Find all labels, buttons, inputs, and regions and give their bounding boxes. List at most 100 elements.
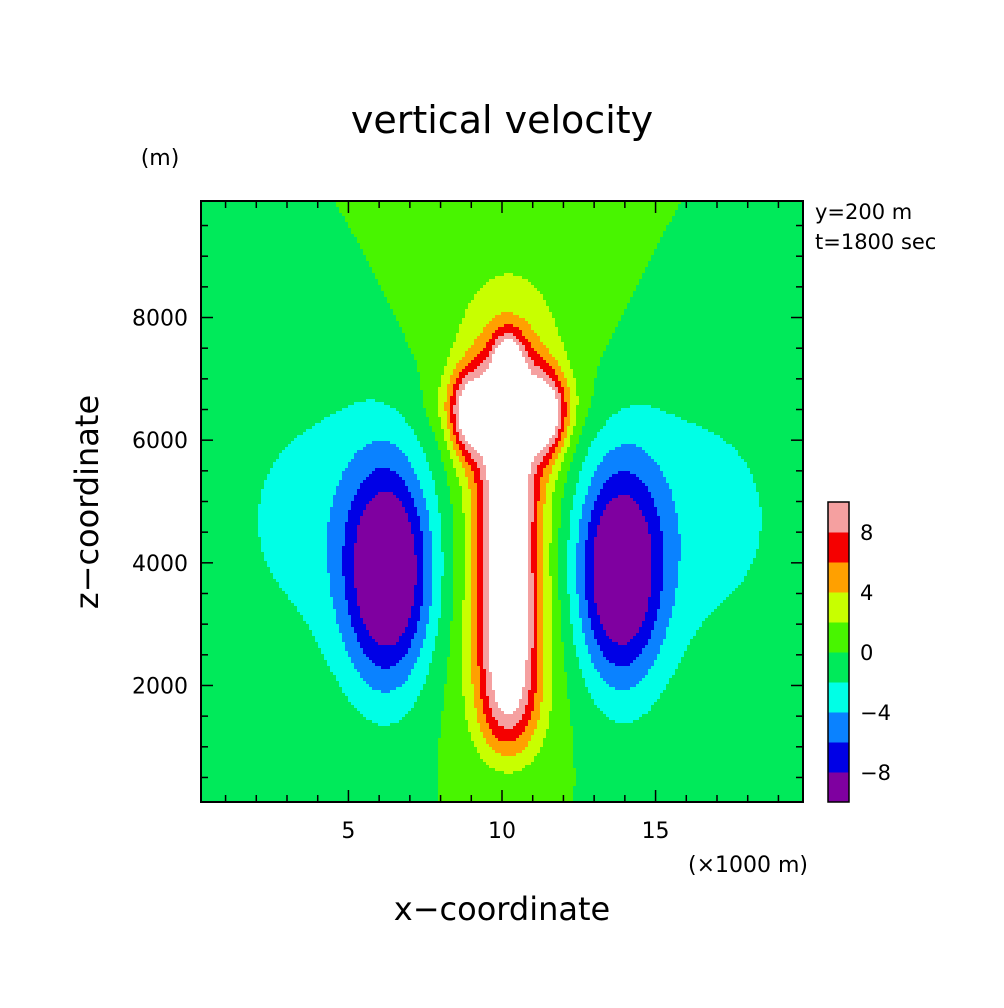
contour-cell (600, 648, 643, 652)
contour-cell (432, 660, 448, 664)
contour-cell (576, 780, 803, 784)
contour-cell (483, 498, 490, 502)
contour-cell (486, 471, 532, 475)
contour-cell (561, 396, 565, 400)
contour-cell (537, 573, 544, 577)
contour-cell (453, 519, 466, 523)
contour-cell (531, 540, 538, 544)
contour-cell (552, 516, 562, 520)
contour-cell (453, 549, 466, 553)
contour-cell (414, 705, 445, 709)
contour-cell (447, 447, 454, 451)
contour-cell (519, 699, 529, 703)
contour-cell (462, 600, 472, 604)
contour-cell (303, 432, 415, 436)
contour-cell (498, 723, 517, 727)
contour-cell (561, 393, 565, 397)
contour-cell (552, 495, 565, 499)
contour-cell (600, 357, 803, 361)
contour-cell (678, 666, 803, 670)
contour-cell (567, 567, 577, 571)
contour-cell (471, 615, 478, 619)
contour-cell (528, 567, 532, 571)
contour-cell (552, 705, 571, 709)
contour-cell (201, 276, 376, 280)
contour-cell (477, 651, 484, 655)
contour-cell (201, 603, 295, 607)
contour-cell (654, 504, 676, 508)
contour-cell (732, 591, 803, 595)
contour-cell (489, 495, 529, 499)
contour-cell (432, 564, 445, 568)
contour-cell (594, 507, 607, 511)
contour-cell (474, 297, 544, 301)
contour-cell (585, 564, 595, 568)
contour-cell (642, 648, 661, 652)
contour-cell (549, 477, 559, 481)
contour-cell (327, 555, 343, 559)
contour-cell (552, 378, 559, 382)
contour-cell (417, 624, 427, 628)
contour-cell (552, 534, 559, 538)
contour-cell (411, 492, 424, 496)
contour-cell (504, 711, 514, 715)
contour-cell (702, 621, 803, 625)
contour-cell (525, 669, 532, 673)
contour-cell (531, 462, 541, 466)
contour-cell (411, 615, 421, 619)
contour-cell (399, 639, 412, 643)
contour-cell (498, 702, 520, 706)
contour-cell (489, 483, 529, 487)
contour-cell (630, 471, 664, 475)
contour-cell (651, 564, 664, 568)
contour-cell (405, 681, 427, 685)
contour-cell (489, 657, 529, 661)
contour-cell (528, 489, 535, 493)
contour-cell (654, 702, 803, 706)
contour-cell (678, 522, 763, 526)
contour-cell (519, 339, 529, 343)
contour-cell (543, 561, 550, 565)
contour-cell (483, 558, 490, 562)
contour-cell (441, 528, 454, 532)
contour-cell (543, 558, 550, 562)
contour-cell (438, 789, 574, 793)
contour-cell (477, 648, 484, 652)
contour-cell (465, 528, 472, 532)
contour-cell (201, 471, 271, 475)
contour-cell (465, 582, 472, 586)
contour-cell (567, 570, 577, 574)
contour-cell (663, 552, 682, 556)
contour-cell (675, 501, 760, 505)
contour-cell (675, 669, 803, 673)
contour-cell (279, 582, 331, 586)
contour-cell (570, 414, 577, 418)
contour-cell (423, 546, 433, 550)
contour-cell (489, 627, 529, 631)
contour-cell (486, 690, 496, 694)
contour-cell (585, 417, 610, 421)
contour-cell (462, 639, 472, 643)
contour-cell (396, 495, 412, 499)
contour-cell (342, 633, 358, 637)
contour-cell (201, 270, 373, 274)
contour-cell (450, 414, 457, 418)
contour-cell (543, 687, 553, 691)
contour-cell (483, 522, 490, 526)
contour-cell (480, 726, 490, 730)
contour-cell (585, 576, 595, 580)
contour-cell (483, 705, 490, 709)
contour-cell (480, 753, 502, 757)
contour-cell (585, 636, 595, 640)
contour-cell (441, 540, 454, 544)
contour-cell (345, 540, 358, 544)
contour-cell (672, 495, 760, 499)
contour-cell (438, 753, 481, 757)
contour-cell (576, 444, 592, 448)
contour-cell (462, 687, 475, 691)
contour-cell (573, 786, 803, 790)
contour-cell (471, 666, 481, 670)
contour-cell (354, 453, 406, 457)
contour-cell (567, 561, 577, 565)
contour-cell (438, 744, 475, 748)
